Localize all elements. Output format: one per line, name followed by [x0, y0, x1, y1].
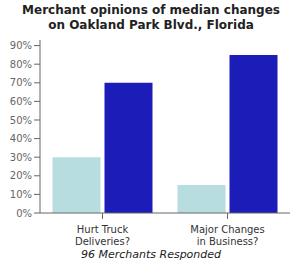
svg-text:Major Changesin Business?: Major Changesin Business? [190, 224, 264, 247]
html-text:96 Merchants Responded: 96 Merchants Responded [80, 248, 221, 261]
svg-text:70%: 70% [10, 77, 32, 88]
svg-text:20%: 20% [10, 170, 32, 181]
svg-text:Hurt TruckDeliveries?: Hurt TruckDeliveries? [75, 224, 130, 247]
svg-text:40%: 40% [10, 133, 32, 144]
svg-text:80%: 80% [10, 59, 32, 70]
svg-text:60%: 60% [10, 96, 32, 107]
svg-text:0%: 0% [16, 208, 32, 219]
svg-text:50%: 50% [10, 115, 32, 126]
svg-text:90%: 90% [10, 40, 32, 51]
svg-text:10%: 10% [10, 189, 32, 200]
svg-text:30%: 30% [10, 152, 32, 163]
html-text:Merchant opinions of median ch: Merchant opinions of median changes on O… [22, 3, 280, 32]
